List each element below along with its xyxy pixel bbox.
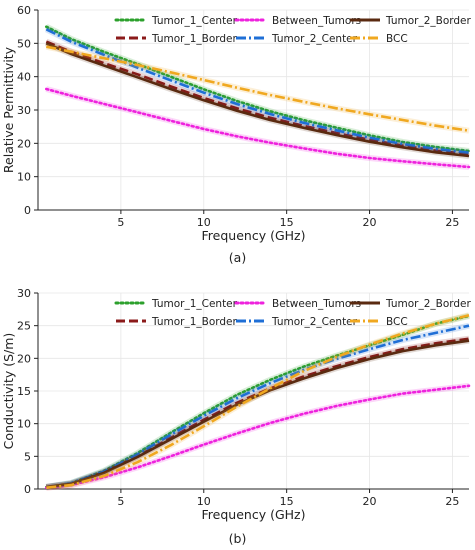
legend-item: Tumor_2_Border: [350, 15, 472, 27]
x-axis-label: Frequency (GHz): [202, 507, 306, 522]
legend: Tumor_1_Center Tumor_1_Border Between_Tumo…: [114, 298, 472, 328]
legend-item: Tumor_2_Border: [350, 298, 472, 310]
series-line-tumor-2-border: [46, 339, 470, 489]
x-tick-label: 5: [117, 216, 124, 229]
y-tick-label: 15: [17, 385, 31, 398]
y-tick-label: 30: [17, 104, 31, 117]
legend-label: Tumor_2_Border: [385, 15, 472, 27]
panel-b-conductivity-chart: 5 10 15 20 25 0 5 10 15 20 25 30 Frequency (GHz) Cond…: [1, 287, 472, 546]
y-tick-label: 0: [24, 204, 31, 217]
legend-label: Tumor_1_Border: [151, 33, 238, 45]
series-line-tumor-2-center: [46, 324, 470, 489]
panel-caption: (a): [229, 250, 246, 265]
y-tick-label: 5: [24, 450, 31, 463]
legend-item: Tumor_1_Center: [114, 15, 238, 27]
y-tick-label: 60: [17, 4, 31, 17]
legend-item: Tumor_1_Center: [114, 298, 238, 310]
panel-caption: (b): [229, 531, 247, 546]
x-axis-label: Frequency (GHz): [202, 228, 306, 243]
y-tick-label: 25: [17, 320, 31, 333]
y-tick-label: 10: [17, 171, 31, 184]
y-tick-label: 10: [17, 418, 31, 431]
legend-item: Between_Tumors: [234, 298, 361, 310]
series-line-tumor-1-border: [45, 40, 470, 156]
series-line-between-tumors: [44, 384, 471, 490]
legend-label: Tumor_1_Border: [151, 316, 238, 328]
y-tick-label: 40: [17, 71, 31, 84]
x-tick-label: 5: [117, 495, 124, 508]
y-tick-label: 50: [17, 37, 31, 50]
y-tick-label: 20: [17, 352, 31, 365]
x-tick-label: 25: [445, 216, 459, 229]
legend-label: Tumor_2_Center: [271, 33, 358, 45]
series-line-bcc: [46, 45, 470, 132]
x-tick-label: 15: [280, 495, 294, 508]
legend-item: Tumor_1_Border: [116, 33, 238, 45]
series-line-between-tumors: [44, 87, 471, 169]
legend-label: BCC: [386, 33, 408, 45]
x-tick-label: 20: [363, 495, 377, 508]
legend-item: BCC: [350, 33, 408, 45]
x-tick-label: 25: [445, 495, 459, 508]
x-tick-label: 10: [197, 216, 211, 229]
legend-label: Tumor_1_Center: [151, 298, 238, 310]
series-line-tumor-1-center: [44, 25, 471, 153]
legend-item: Tumor_2_Center: [236, 316, 358, 328]
legend: Tumor_1_Center Tumor_1_Border Between_Tumo…: [114, 15, 472, 45]
y-tick-label: 20: [17, 137, 31, 150]
legend-item: BCC: [350, 316, 408, 328]
series-line-tumor-2-center: [45, 28, 470, 154]
x-tick-label: 20: [363, 216, 377, 229]
panel-a-permittivity-chart: 5 10 15 20 25 0 10 20 30 40 50 60 Frequency (GHz) Rel…: [1, 4, 472, 265]
y-axis-label: Relative Permittivity: [1, 46, 16, 173]
legend-label: Between_Tumors: [272, 298, 361, 310]
legend-label: Tumor_2_Center: [271, 316, 358, 328]
legend-item: Between_Tumors: [234, 15, 361, 27]
x-tick-label: 10: [197, 495, 211, 508]
y-tick-label: 30: [17, 287, 31, 300]
y-tick-label: 0: [24, 483, 31, 496]
legend-label: Tumor_1_Center: [151, 15, 238, 27]
y-axis-label: Conductivity (S/m): [1, 333, 16, 450]
legend-label: Between_Tumors: [272, 15, 361, 27]
x-tick-label: 15: [280, 216, 294, 229]
series-line-tumor-2-border: [45, 42, 470, 158]
legend-label: BCC: [386, 316, 408, 328]
legend-label: Tumor_2_Border: [385, 298, 472, 310]
legend-item: Tumor_1_Border: [116, 316, 238, 328]
series-line-bcc: [46, 313, 470, 489]
legend-item: Tumor_2_Center: [236, 33, 358, 45]
